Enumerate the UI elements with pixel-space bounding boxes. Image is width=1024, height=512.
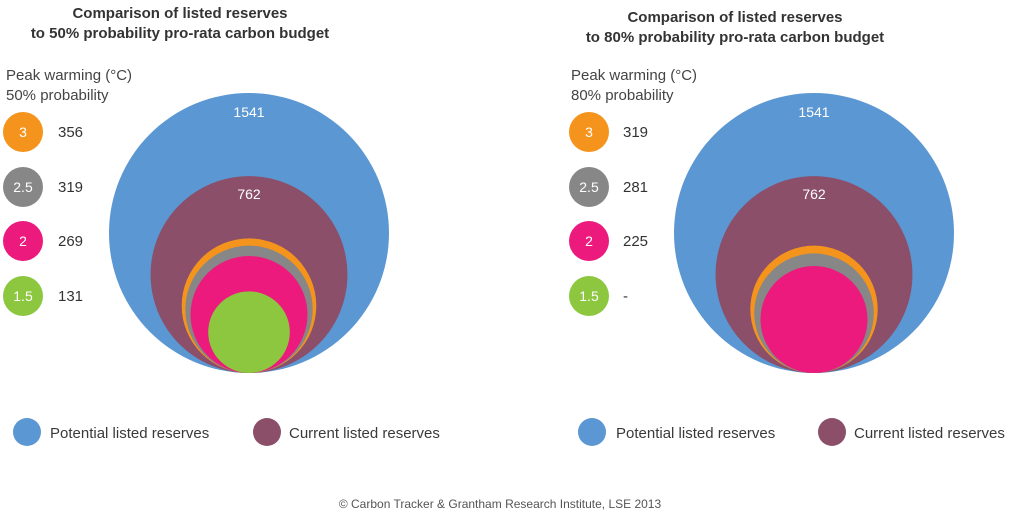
legend-swatch-current [253,418,281,446]
bubble-label-current: 762 [802,186,826,202]
bubble-label-potential: 1541 [798,104,829,120]
chart-title-line-2: to 50% probability pro-rata carbon budge… [31,25,329,42]
warming-budget-value: 319 [58,179,83,196]
chart-title-line-1: Comparison of listed reserves [72,5,287,22]
legend-swatch-potential [578,418,606,446]
warming-budget-value: 225 [623,233,648,250]
legend-label-potential: Potential listed reserves [616,425,775,442]
side-label-line-1: Peak warming (°C) [6,67,132,84]
warming-rows: 3 356 2.5 319 2 269 1.5 131 [3,112,83,316]
warming-budget-value: 319 [623,124,648,141]
warming-budget-value: 281 [623,179,648,196]
bubble-label-current: 762 [237,186,261,202]
warming-budget-value: 269 [58,233,83,250]
bubble-group: 1541 762 [674,93,954,374]
legend-swatch-potential [13,418,41,446]
chart-title-line-2: to 80% probability pro-rata carbon budge… [586,29,884,46]
warming-badge [569,221,609,261]
bubble-warming-1-5 [208,291,290,373]
warming-badge-label: 2 [585,233,593,249]
warming-badge [3,221,43,261]
bubble-warming-2 [760,266,868,374]
warming-badge [569,167,609,207]
legend-left: Potential listed reserves Current listed… [13,418,440,446]
warming-badge-label: 1.5 [579,288,599,304]
chart-panel-50: Comparison of listed reserves to 50% pro… [3,5,389,373]
warming-badge-label: 2 [19,233,27,249]
legend-right: Potential listed reserves Current listed… [578,418,1005,446]
warming-budget-value: 356 [58,124,83,141]
warming-badge-label: 3 [585,124,593,140]
chart-title-line-1: Comparison of listed reserves [627,9,842,26]
side-label-line-2: 50% probability [6,87,109,104]
warming-badge [3,276,43,316]
chart-panel-80: Comparison of listed reserves to 80% pro… [569,9,954,374]
side-label-line-2: 80% probability [571,87,674,104]
warming-badge [569,276,609,316]
legend-label-current: Current listed reserves [289,425,440,442]
warming-rows: 3 319 2.5 281 2 225 1.5 - [569,112,648,316]
warming-budget-value: - [623,288,628,305]
warming-budget-value: 131 [58,288,83,305]
warming-badge-label: 2.5 [579,179,599,195]
warming-badge [569,112,609,152]
legend-swatch-current [818,418,846,446]
side-label-line-1: Peak warming (°C) [571,67,697,84]
bubble-group: 1541 762 [109,93,389,373]
warming-badge [3,112,43,152]
warming-badge-label: 2.5 [13,179,33,195]
copyright-credit: © Carbon Tracker & Grantham Research Ins… [339,497,662,511]
legend-label-potential: Potential listed reserves [50,425,209,442]
bubble-label-potential: 1541 [233,104,264,120]
warming-badge [3,167,43,207]
legend-label-current: Current listed reserves [854,425,1005,442]
warming-badge-label: 3 [19,124,27,140]
warming-badge-label: 1.5 [13,288,33,304]
